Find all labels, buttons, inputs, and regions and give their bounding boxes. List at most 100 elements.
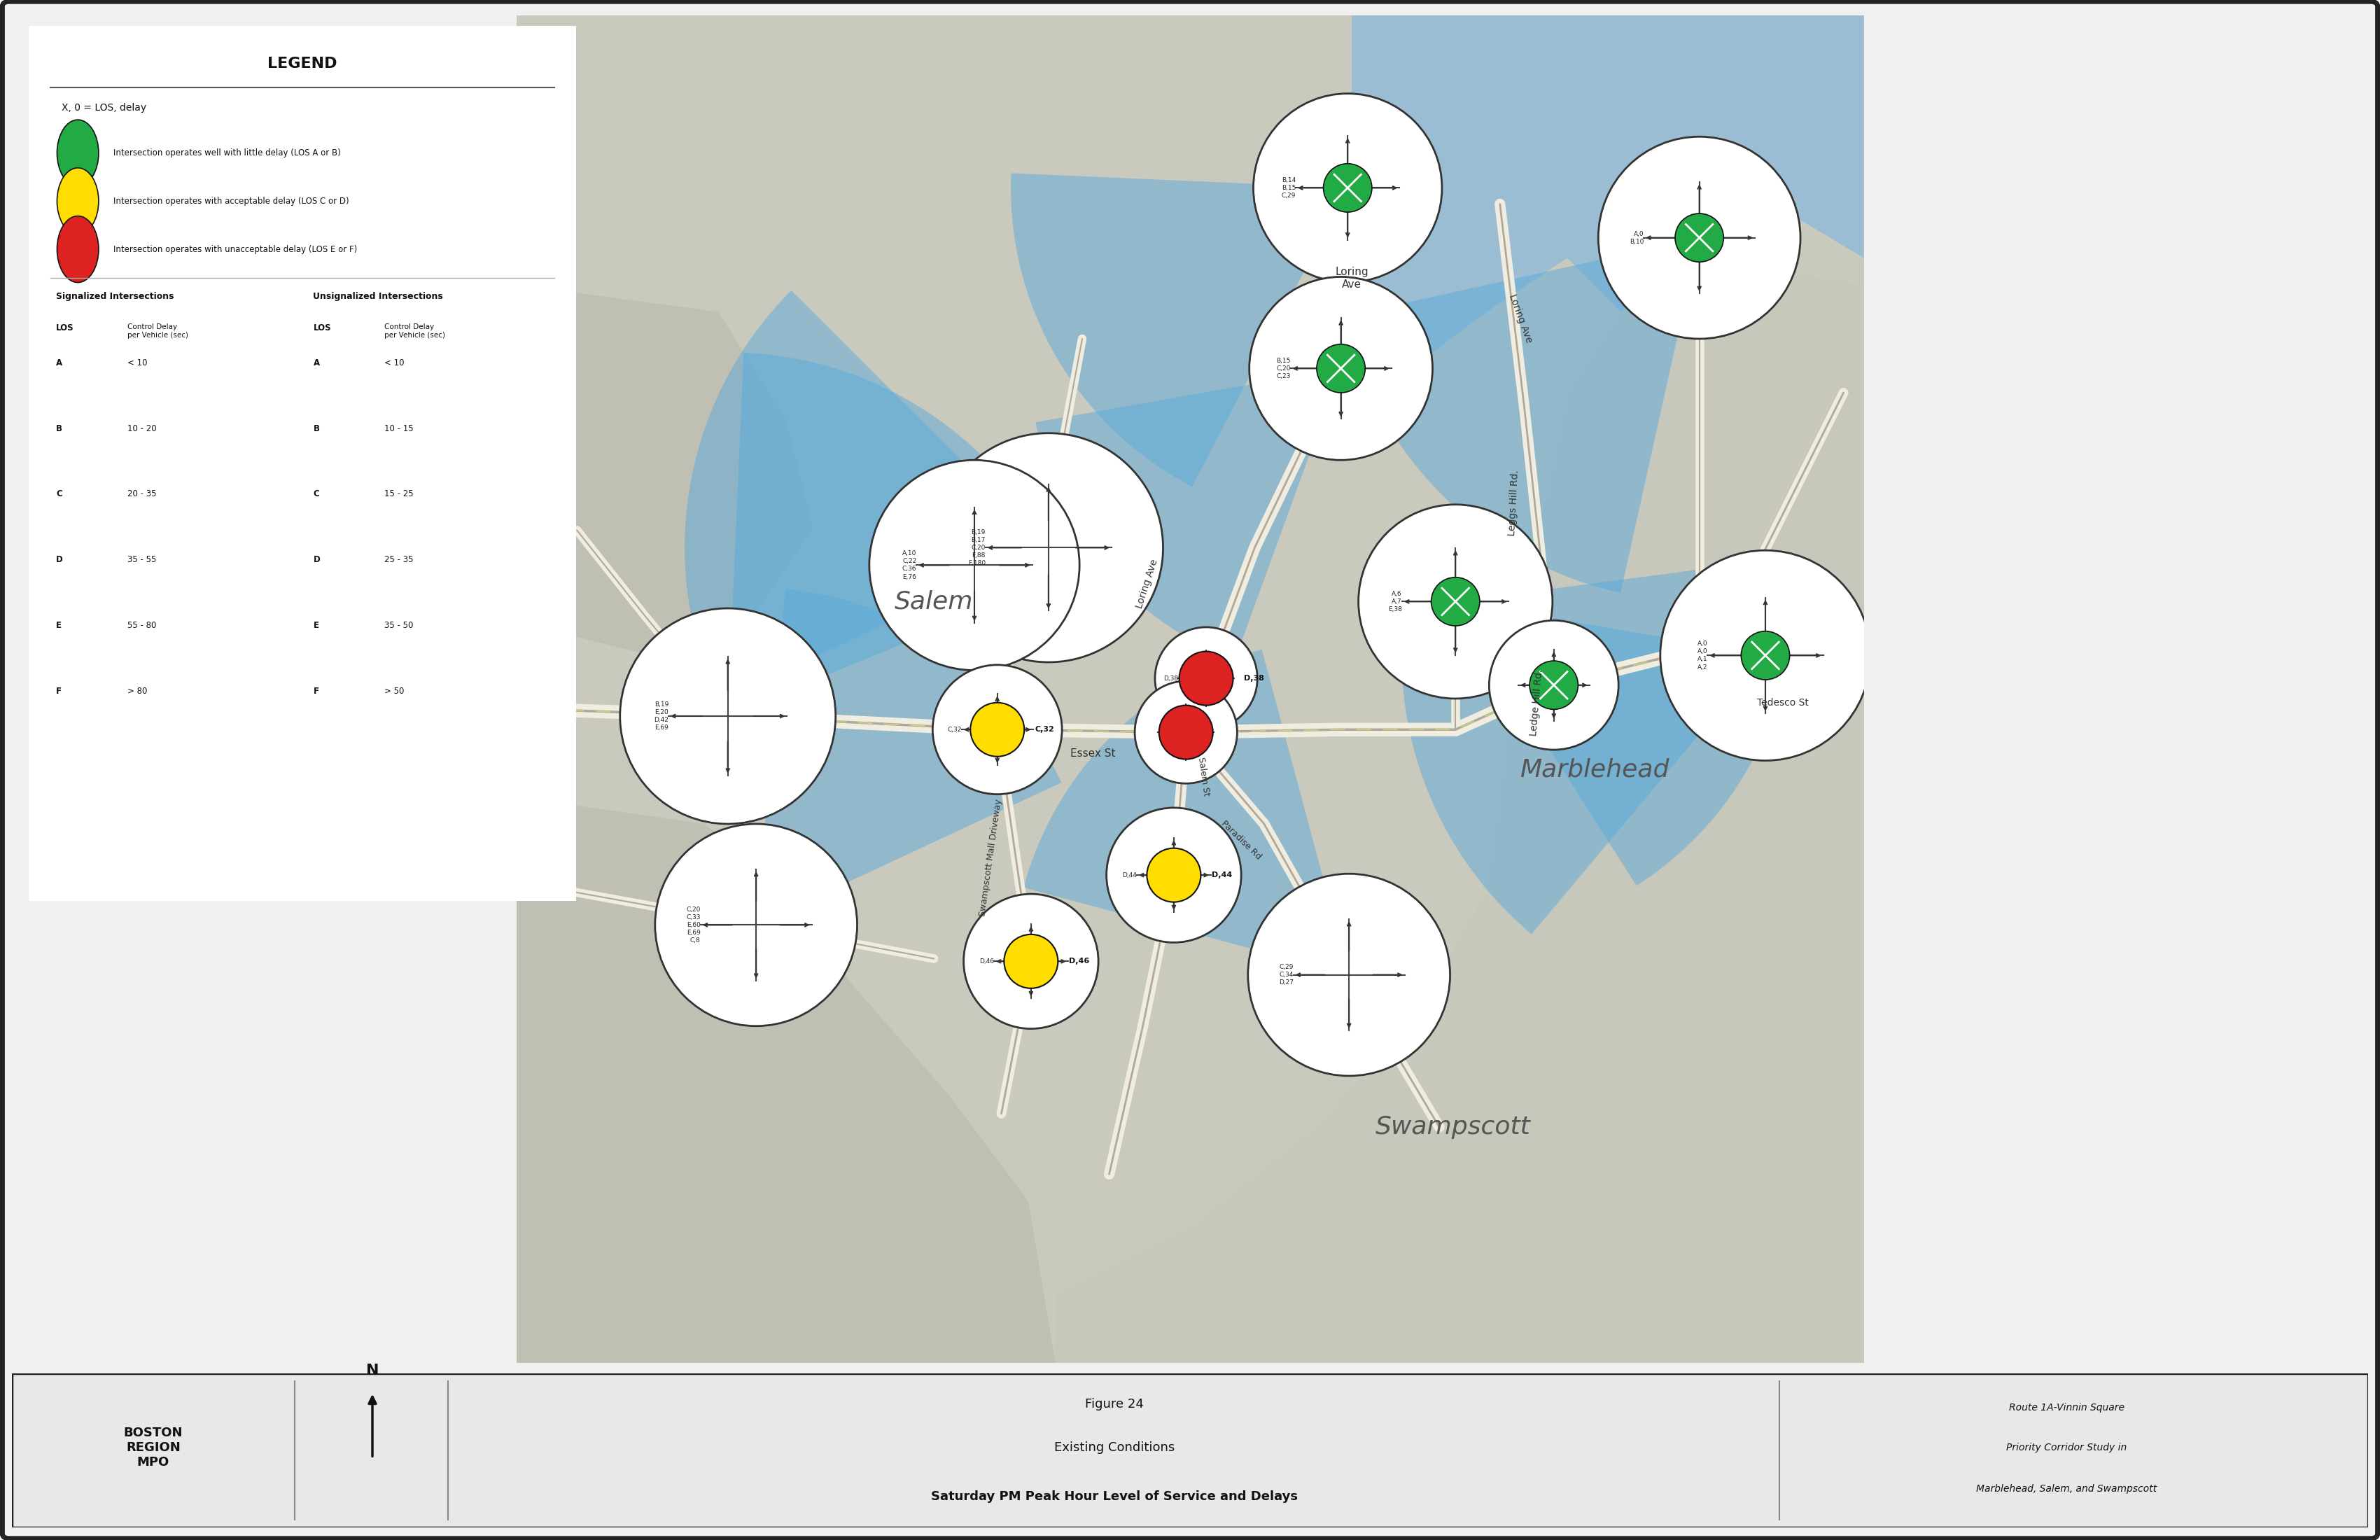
Circle shape xyxy=(1599,137,1799,339)
Text: Unsignalized Intersections: Unsignalized Intersections xyxy=(314,293,443,302)
Circle shape xyxy=(654,824,857,1026)
Polygon shape xyxy=(516,285,812,662)
Circle shape xyxy=(971,702,1023,756)
Text: C,32: C,32 xyxy=(947,727,962,733)
Text: D,46: D,46 xyxy=(1069,958,1090,966)
Text: Intersection operates with acceptable delay (LOS C or D): Intersection operates with acceptable de… xyxy=(114,197,350,206)
Text: LEGEND: LEGEND xyxy=(267,57,338,71)
Polygon shape xyxy=(757,590,1061,926)
Text: X, 0 = LOS, delay: X, 0 = LOS, delay xyxy=(62,103,145,112)
Text: B,14
B,15
C,29: B,14 B,15 C,29 xyxy=(1280,177,1295,199)
Circle shape xyxy=(1661,550,1871,761)
Circle shape xyxy=(1316,343,1366,393)
Text: A: A xyxy=(57,359,62,368)
Text: F: F xyxy=(314,687,319,696)
Text: Swampscott: Swampscott xyxy=(1376,1115,1530,1140)
Text: D,46: D,46 xyxy=(978,958,995,964)
Text: < 10: < 10 xyxy=(126,359,148,368)
Text: Control Delay
per Vehicle (sec): Control Delay per Vehicle (sec) xyxy=(126,323,188,339)
Text: 20 - 35: 20 - 35 xyxy=(126,490,157,499)
Text: 15 - 25: 15 - 25 xyxy=(386,490,414,499)
Text: Control Delay
per Vehicle (sec): Control Delay per Vehicle (sec) xyxy=(386,323,445,339)
Circle shape xyxy=(933,433,1164,662)
Text: 10 - 15: 10 - 15 xyxy=(386,424,414,433)
Text: Signalized Intersections: Signalized Intersections xyxy=(57,293,174,302)
Text: D,44: D,44 xyxy=(1121,872,1138,878)
Circle shape xyxy=(1004,935,1059,989)
Polygon shape xyxy=(1621,15,1864,311)
Text: Route 1A-Vinnin Square: Route 1A-Vinnin Square xyxy=(2009,1403,2125,1412)
Circle shape xyxy=(621,608,835,824)
Text: Swampscott Mall Driveway: Swampscott Mall Driveway xyxy=(978,798,1004,916)
Polygon shape xyxy=(728,353,1064,716)
Polygon shape xyxy=(1035,368,1340,659)
Text: Tedesco St: Tedesco St xyxy=(1756,698,1809,707)
Text: A: A xyxy=(314,359,319,368)
Text: Saturday PM Peak Hour Level of Service and Delays: Saturday PM Peak Hour Level of Service a… xyxy=(931,1491,1297,1503)
Circle shape xyxy=(1359,505,1552,699)
Text: C,29
C,34
D,27: C,29 C,34 D,27 xyxy=(1278,964,1292,986)
Text: A,6
A,7
E,38: A,6 A,7 E,38 xyxy=(1388,591,1402,613)
Text: Priority Corridor Study in: Priority Corridor Study in xyxy=(2006,1443,2128,1452)
Text: A,0
A,0
A,1
A,2: A,0 A,0 A,1 A,2 xyxy=(1697,641,1706,670)
Text: 25 - 35: 25 - 35 xyxy=(386,556,414,564)
Text: 55 - 80: 55 - 80 xyxy=(126,621,157,630)
Text: D,38: D,38 xyxy=(1164,675,1178,682)
Circle shape xyxy=(1107,807,1242,942)
Polygon shape xyxy=(685,291,1050,701)
Text: C: C xyxy=(57,490,62,499)
Polygon shape xyxy=(516,15,1864,1363)
Text: Intersection operates well with little delay (LOS A or B): Intersection operates well with little d… xyxy=(114,148,340,157)
Text: 10 - 20: 10 - 20 xyxy=(126,424,157,433)
Circle shape xyxy=(869,460,1081,670)
Circle shape xyxy=(1147,849,1202,902)
Text: Salem: Salem xyxy=(895,590,973,613)
Polygon shape xyxy=(1488,257,1864,986)
Text: Loring
Ave: Loring Ave xyxy=(1335,266,1368,290)
Polygon shape xyxy=(1023,650,1349,975)
Circle shape xyxy=(1159,705,1214,759)
Text: Intersection operates with unacceptable delay (LOS E or F): Intersection operates with unacceptable … xyxy=(114,245,357,254)
Text: Paradise Rd: Paradise Rd xyxy=(1219,819,1264,861)
Text: D: D xyxy=(57,556,62,564)
Text: B,15
C,20
C,23: B,15 C,20 C,23 xyxy=(1276,357,1290,379)
Text: C,20
C,33
E,60
E,69
C,8: C,20 C,33 E,60 E,69 C,8 xyxy=(685,906,700,944)
Text: Existing Conditions: Existing Conditions xyxy=(1054,1441,1176,1454)
Circle shape xyxy=(1135,681,1238,784)
Text: 35 - 55: 35 - 55 xyxy=(126,556,157,564)
Text: LOS: LOS xyxy=(57,323,74,333)
Text: A,0
B,10: A,0 B,10 xyxy=(1630,231,1645,245)
Circle shape xyxy=(1323,163,1371,213)
Text: 35 - 50: 35 - 50 xyxy=(386,621,414,630)
Circle shape xyxy=(1254,94,1442,282)
Text: E: E xyxy=(57,621,62,630)
Text: D,38: D,38 xyxy=(1245,675,1264,682)
Text: > 80: > 80 xyxy=(126,687,148,696)
Text: B,19
B,17
C,20
F,88
F,180: B,19 B,17 C,20 F,88 F,180 xyxy=(969,528,985,567)
Text: C: C xyxy=(314,490,319,499)
Circle shape xyxy=(1490,621,1618,750)
Text: D,44: D,44 xyxy=(1211,872,1233,879)
Text: Leggs Hill Rd.: Leggs Hill Rd. xyxy=(1507,470,1521,536)
Polygon shape xyxy=(1457,557,1792,886)
Text: A,10
C,22
C,36
E,76: A,10 C,22 C,36 E,76 xyxy=(902,550,916,581)
Circle shape xyxy=(57,216,98,282)
Circle shape xyxy=(57,120,98,186)
Polygon shape xyxy=(1402,593,1766,935)
Text: Essex St: Essex St xyxy=(1071,748,1116,759)
Text: B: B xyxy=(314,424,319,433)
Text: Loring Ave: Loring Ave xyxy=(1507,293,1533,345)
Text: Marblehead, Salem, and Swampscott: Marblehead, Salem, and Swampscott xyxy=(1975,1485,2156,1494)
Circle shape xyxy=(1178,651,1233,705)
Text: Ledge Hill Rd.: Ledge Hill Rd. xyxy=(1528,668,1545,736)
Text: LOS: LOS xyxy=(314,323,331,333)
Text: E: E xyxy=(314,621,319,630)
Text: C,32: C,32 xyxy=(1035,725,1054,733)
Text: N: N xyxy=(367,1363,378,1378)
Text: Figure 24: Figure 24 xyxy=(1085,1398,1145,1411)
Text: Salem St: Salem St xyxy=(1197,756,1211,796)
Text: B,19
E,20
D,42
E,69: B,19 E,20 D,42 E,69 xyxy=(654,701,669,732)
Circle shape xyxy=(1430,578,1480,625)
Text: > 50: > 50 xyxy=(386,687,405,696)
Circle shape xyxy=(933,665,1061,795)
